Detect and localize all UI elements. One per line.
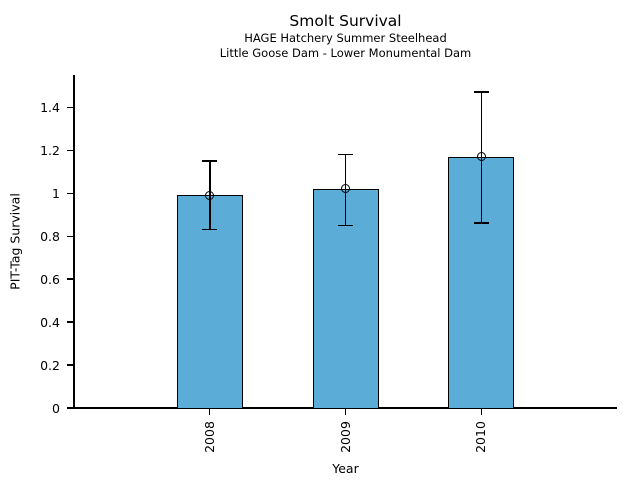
y-tick bbox=[67, 407, 74, 409]
error-cap-bottom bbox=[338, 224, 353, 227]
y-tick bbox=[67, 192, 74, 194]
y-tick bbox=[67, 235, 74, 237]
x-axis-label: Year bbox=[332, 461, 359, 476]
y-tick-label: 1 bbox=[52, 185, 60, 201]
y-tick-label: 0.2 bbox=[40, 357, 60, 373]
y-tick-label: 0.8 bbox=[40, 228, 60, 244]
y-tick bbox=[67, 364, 74, 366]
mean-marker bbox=[476, 152, 486, 162]
y-tick bbox=[67, 278, 74, 280]
x-tick-label: 2009 bbox=[337, 421, 353, 453]
y-tick-label: 1.2 bbox=[40, 142, 60, 158]
x-tick bbox=[480, 408, 482, 415]
error-cap-top bbox=[473, 91, 489, 93]
x-tick bbox=[209, 408, 211, 415]
y-tick-label: 0 bbox=[52, 400, 60, 416]
chart-title: Smolt Survival bbox=[289, 12, 402, 30]
error-cap-top bbox=[202, 160, 218, 162]
chart-subtitle-2: Little Goose Dam - Lower Monumental Dam bbox=[219, 46, 472, 60]
y-tick bbox=[67, 106, 74, 108]
bar bbox=[448, 156, 515, 409]
x-tick-label: 2008 bbox=[201, 421, 217, 453]
y-axis-spine bbox=[73, 75, 75, 409]
y-tick-label: 0.6 bbox=[40, 271, 60, 287]
error-cap-bottom bbox=[202, 228, 218, 231]
error-cap-bottom bbox=[473, 222, 489, 224]
y-tick bbox=[67, 149, 74, 151]
y-tick-label: 0.4 bbox=[40, 314, 60, 330]
mean-marker bbox=[205, 190, 215, 200]
error-cap-top bbox=[338, 153, 353, 156]
y-tick bbox=[67, 321, 74, 323]
y-tick-label: 1.4 bbox=[40, 99, 60, 115]
chart-subtitle-1: HAGE Hatchery Summer Steelhead bbox=[244, 31, 447, 45]
mean-marker bbox=[341, 184, 350, 194]
x-tick bbox=[344, 408, 347, 415]
bar bbox=[176, 195, 243, 409]
x-tick-label: 2010 bbox=[473, 421, 489, 453]
